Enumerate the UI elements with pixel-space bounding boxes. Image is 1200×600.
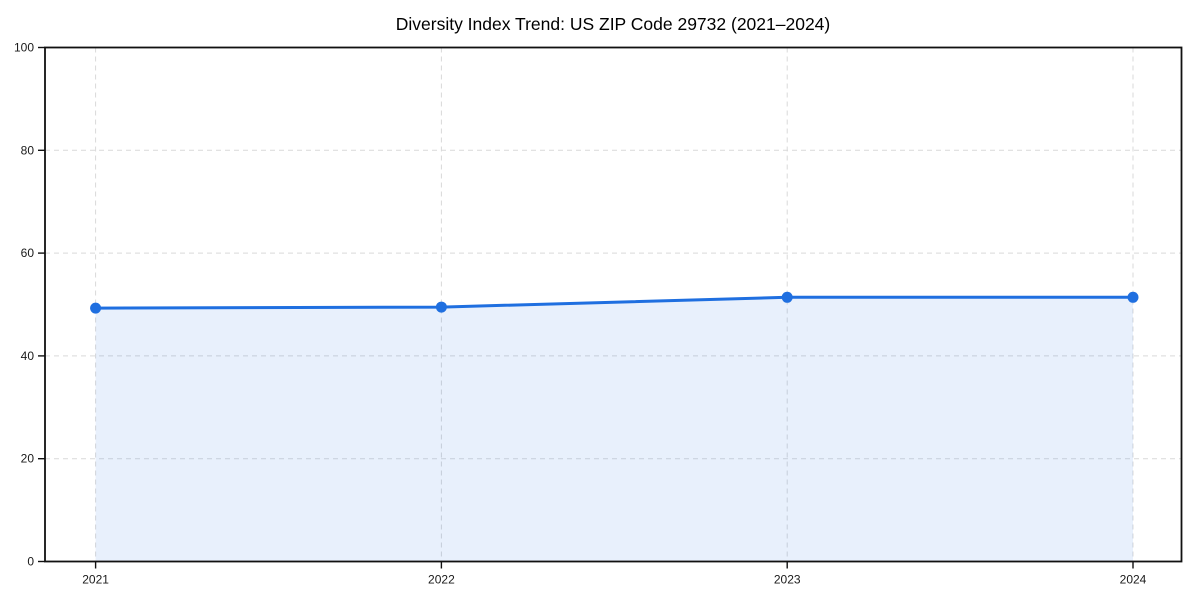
- x-tick-label: 2024: [1120, 573, 1147, 587]
- x-tick-label: 2022: [428, 573, 455, 587]
- area-fill: [95, 297, 1134, 562]
- y-tick-label: 0: [27, 555, 34, 569]
- data-point-marker: [435, 301, 447, 313]
- y-tick-label: 60: [21, 246, 35, 260]
- data-point-marker: [90, 302, 102, 314]
- trend-line: [94, 295, 1135, 310]
- y-tick-label: 100: [14, 41, 34, 55]
- x-tick-label: 2021: [82, 573, 109, 587]
- chart-title: Diversity Index Trend: US ZIP Code 29732…: [396, 14, 831, 34]
- data-point-marker: [1127, 291, 1139, 303]
- plot-frame: [44, 46, 1183, 563]
- y-tick-label: 80: [21, 143, 35, 157]
- y-tick-label: 40: [21, 349, 35, 363]
- y-tick-label: 20: [21, 452, 35, 466]
- data-point-marker: [781, 291, 793, 303]
- x-tick-label: 2023: [774, 573, 801, 587]
